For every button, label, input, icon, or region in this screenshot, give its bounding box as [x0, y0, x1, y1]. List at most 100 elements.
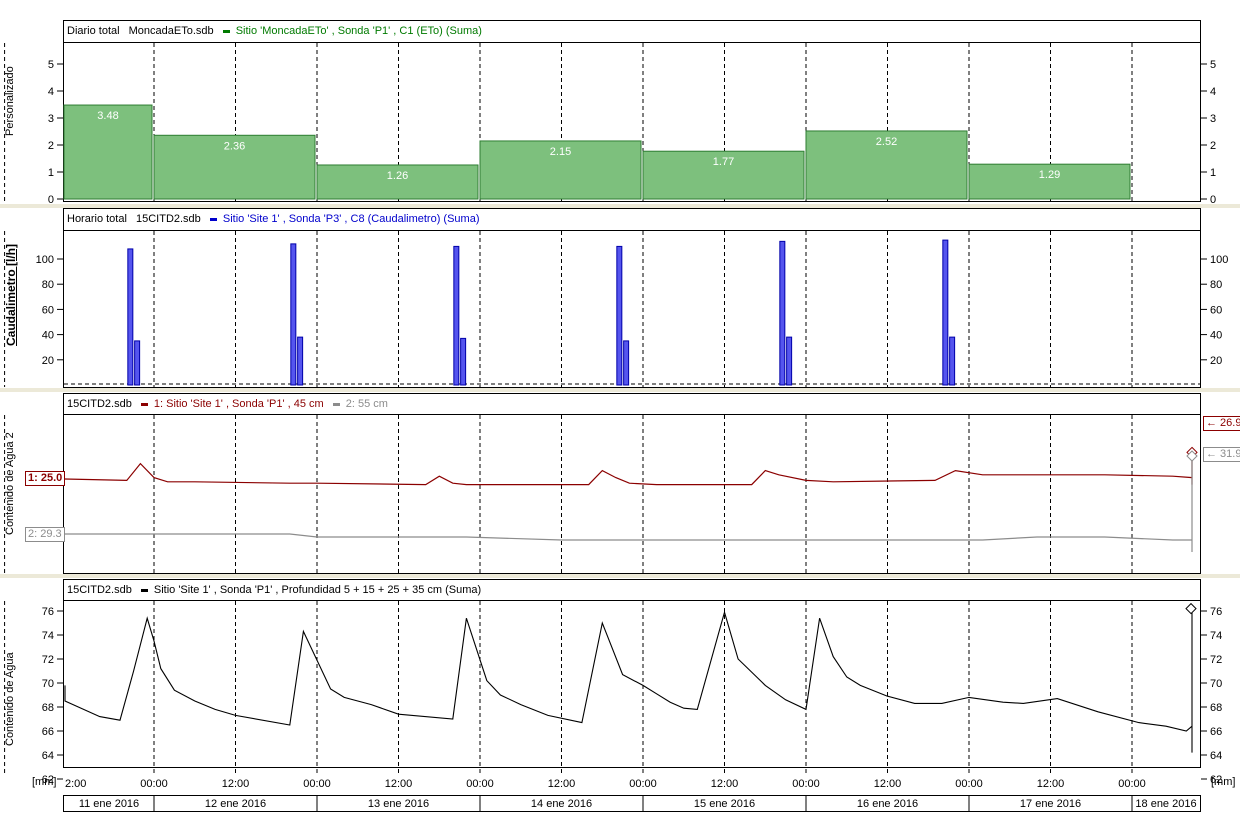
panel-1-aggregation: Diario total — [67, 25, 120, 37]
time-tick-label: 12:00 — [711, 778, 739, 790]
eto-bar-value-label: 2.15 — [550, 146, 571, 158]
panel-2-plot[interactable] — [63, 230, 1201, 388]
y-tick-label-left: 76 — [42, 606, 54, 618]
eto-bar-value-label: 1.29 — [1039, 169, 1060, 181]
flow-bar — [779, 240, 786, 386]
legend-swatch-55cm — [332, 402, 340, 406]
y-tick-label-right: 3 — [1210, 113, 1216, 125]
time-tick-label: 00:00 — [1118, 778, 1146, 790]
y-tick-label-left: 70 — [42, 678, 54, 690]
y-tick-label-left: 4 — [48, 86, 54, 98]
legend-swatch-flow — [209, 217, 217, 221]
panel-separator — [0, 204, 1240, 208]
time-tick-label: 12:00 — [385, 778, 413, 790]
y-tick-label-right: 4 — [1210, 86, 1216, 98]
eto-bar-value-label: 2.52 — [876, 136, 897, 148]
series-45cm-line — [64, 452, 1193, 486]
time-tick-label: 00:00 — [955, 778, 983, 790]
panel-4-legend: Sitio 'Site 1' , Sonda 'P1' , Profundida… — [153, 584, 482, 596]
day-label: 12 ene 2016 — [205, 798, 266, 810]
y-tick-label-left: 3 — [48, 113, 54, 125]
eto-bar — [968, 163, 1131, 200]
time-tick-label: 12:00 — [222, 778, 250, 790]
legend-swatch-eto — [222, 29, 230, 33]
day-label: 11 ene 2016 — [79, 798, 139, 810]
time-tick-label: 00:00 — [303, 778, 331, 790]
flow-bar — [786, 336, 793, 386]
y-tick-label-right: 62 — [1210, 774, 1222, 786]
eto-bar-value-label: 1.77 — [713, 156, 734, 168]
axis-unit-right: [mm] — [1211, 776, 1236, 788]
y-tick-label-left: 80 — [42, 279, 54, 291]
y-tick-label-right: 64 — [1210, 750, 1222, 762]
axis-unit-left: [mm] — [32, 776, 57, 788]
y-tick-label-left: 1 — [48, 167, 54, 179]
y-tick-label-left: 100 — [36, 254, 54, 266]
day-label: 13 ene 2016 — [368, 798, 429, 810]
panel-2-legend: Sitio 'Site 1' , Sonda 'P3' , C8 (Caudal… — [222, 213, 480, 225]
y-tick-label-right: 74 — [1210, 630, 1222, 642]
time-tick-label: 2:00 — [65, 778, 86, 790]
panel-1-legend: Sitio 'MoncadaETo' , Sonda 'P1' , C1 (ET… — [235, 25, 482, 37]
flow-bar — [134, 340, 141, 386]
panel-3-legend-2: 2: 55 cm — [345, 398, 388, 410]
time-tick-label: 00:00 — [466, 778, 494, 790]
day-label: 18 ene 2016 — [1135, 798, 1196, 810]
legend-swatch-45cm — [140, 402, 148, 406]
y-tick-label-right: 68 — [1210, 702, 1222, 714]
flow-bar — [127, 248, 134, 386]
y-tick-label-right: 5 — [1210, 59, 1216, 71]
y-tick-label-right: 40 — [1210, 330, 1222, 342]
flow-bar-chart: 20 20 40 40 60 60 80 80 100 100 — [4, 231, 1228, 387]
y-tick-label-right: 1 — [1210, 167, 1216, 179]
y-tick-label-right: 0 — [1210, 194, 1216, 206]
flow-bar — [949, 336, 956, 386]
series-end-marker — [1185, 602, 1197, 615]
y-tick-label-right: 100 — [1210, 254, 1228, 266]
y-tick-label-right: 2 — [1210, 140, 1216, 152]
series-2-value-marker-left[interactable]: 2: 29.3 — [25, 527, 65, 542]
moisture-sum-line — [64, 608, 1193, 753]
soil-moisture-depth-chart — [4, 415, 1198, 573]
panel-separator — [0, 388, 1240, 392]
y-tick-label-right: 76 — [1210, 606, 1222, 618]
y-tick-label-right: 66 — [1210, 726, 1222, 738]
panel-4-file: 15CITD2.sdb — [67, 584, 132, 596]
flow-bar — [297, 336, 304, 386]
eto-bar — [805, 130, 968, 200]
y-tick-label-left: 64 — [42, 750, 54, 762]
eto-bar-value-label: 1.26 — [387, 170, 408, 182]
series-1-value-marker-left[interactable]: 1: 25.0 — [25, 471, 66, 486]
y-tick-label-left: 20 — [42, 355, 54, 367]
panel-3-plot[interactable] — [63, 414, 1201, 574]
y-tick-label-left: 40 — [42, 330, 54, 342]
panel-1-header[interactable]: Diario total MoncadaETo.sdb Sitio 'Monca… — [63, 20, 1201, 42]
series-1-value-marker-right[interactable]: ← 26.9 — [1203, 416, 1240, 431]
eto-bar-value-label: 2.36 — [224, 140, 245, 152]
y-tick-label-left: 62 — [42, 774, 54, 786]
y-tick-label-left: 60 — [42, 304, 54, 316]
y-tick-label-right: 60 — [1210, 304, 1222, 316]
time-tick-label: 00:00 — [140, 778, 168, 790]
day-label: 17 ene 2016 — [1020, 798, 1081, 810]
flow-bar — [623, 340, 630, 386]
series-2-value-marker-right[interactable]: ← 31.9 — [1203, 447, 1240, 462]
y-tick-label-left: 0 — [48, 194, 54, 206]
time-tick-label: 00:00 — [792, 778, 820, 790]
y-tick-label-right: 80 — [1210, 279, 1222, 291]
flow-bar — [290, 243, 297, 386]
y-tick-label-left: 2 — [48, 140, 54, 152]
panel-4-header[interactable]: 15CITD2.sdb Sitio 'Site 1' , Sonda 'P1' … — [63, 579, 1201, 601]
day-label: 16 ene 2016 — [857, 798, 918, 810]
y-tick-label-right: 20 — [1210, 355, 1222, 367]
panel-3-header[interactable]: 15CITD2.sdb 1: Sitio 'Site 1' , Sonda 'P… — [63, 393, 1201, 415]
day-label: 15 ene 2016 — [694, 798, 755, 810]
panel-4-plot[interactable] — [63, 600, 1201, 768]
eto-bar — [642, 150, 805, 200]
panel-1-file: MoncadaETo.sdb — [128, 25, 214, 37]
panel-2-header[interactable]: Horario total 15CITD2.sdb Sitio 'Site 1'… — [63, 208, 1201, 230]
eto-bar — [316, 164, 479, 200]
panel-2-aggregation: Horario total — [67, 213, 127, 225]
